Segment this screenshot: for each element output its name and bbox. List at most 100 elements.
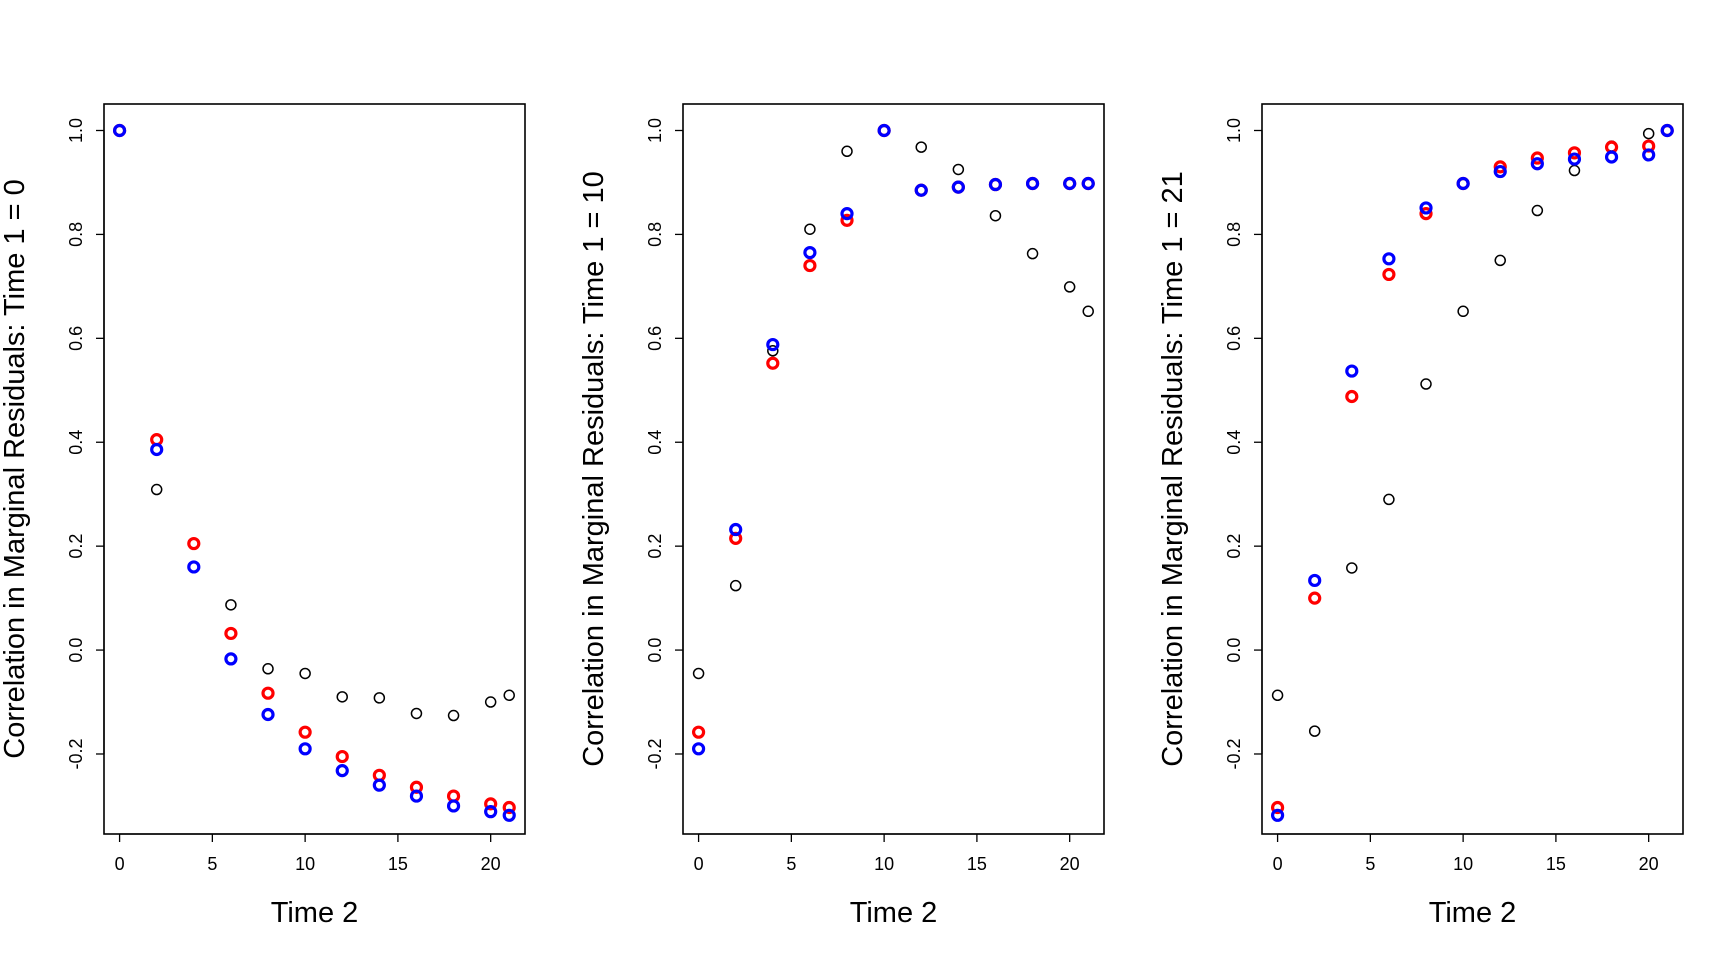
data-point: [729, 579, 742, 592]
series-3: [1270, 123, 1674, 822]
y-tick-label: 0.6: [645, 326, 665, 351]
series-2: [691, 123, 1095, 739]
data-point: [1642, 127, 1655, 140]
x-tick-label: 5: [207, 854, 217, 874]
y-axis-title: Correlation in Marginal Residuals: Time …: [578, 171, 610, 767]
data-point: [1270, 800, 1285, 815]
y-tick-label: 1.0: [645, 118, 665, 143]
data-point: [804, 223, 816, 235]
y-tick-label: 0.2: [1224, 534, 1244, 559]
y-tick-label: 0.0: [1224, 638, 1244, 663]
data-point: [841, 145, 853, 158]
y-tick-label: -0.2: [1224, 738, 1244, 769]
data-point: [1270, 808, 1285, 822]
panel-1: 0 5 10 15 20 -0.2 0.0 0.2 0.4 0.6 0.8 1.0 Time 2 Corr…: [0, 103, 526, 929]
data-point: [1456, 176, 1470, 191]
data-point: [803, 245, 817, 260]
data-point: [1457, 305, 1469, 318]
data-point: [150, 483, 163, 496]
data-point: [502, 808, 516, 822]
data-point: [1531, 204, 1544, 217]
data-point: [150, 442, 164, 457]
y-axis-title: Correlation in Marginal Residuals: Time …: [1157, 171, 1189, 767]
data-point: [1063, 176, 1077, 191]
x-axis-title: Time 2: [1429, 897, 1517, 929]
plot-box: [682, 103, 1105, 835]
data-point: [988, 177, 1003, 192]
data-point: [1420, 378, 1432, 390]
data-point: [1419, 201, 1433, 215]
x-tick-label: 5: [1365, 854, 1375, 874]
y-tick-label: 1.0: [1224, 118, 1244, 143]
y-tick-label: 0.2: [645, 534, 665, 559]
panel-3: 0 5 10 15 20 -0.2 0.0 0.2 0.4 0.6 0.8 1.0 Time 2 Corr…: [1157, 103, 1684, 929]
data-point: [1383, 493, 1395, 506]
data-point: [1345, 389, 1359, 404]
y-tick-label: 0.8: [645, 222, 665, 247]
data-point: [1382, 267, 1396, 282]
y-tick-label: 0.4: [1224, 430, 1244, 455]
data-point: [989, 209, 1002, 222]
data-point: [298, 725, 312, 739]
data-point: [1271, 689, 1284, 702]
y-tick-label: 0.4: [645, 430, 665, 455]
data-point: [225, 599, 237, 611]
y-tick-label: 0.6: [66, 326, 86, 351]
plot-box: [1261, 103, 1684, 835]
data-point: [1308, 725, 1321, 737]
data-point: [1026, 247, 1039, 260]
y-tick-label: 0.2: [66, 534, 86, 559]
y-tick-label: 0.4: [66, 430, 86, 455]
x-tick-label: 10: [295, 854, 315, 874]
data-point: [1081, 176, 1095, 191]
data-point: [952, 163, 965, 176]
data-point: [840, 213, 854, 227]
data-point: [1025, 176, 1040, 191]
data-point: [224, 626, 238, 641]
y-tick-label: 0.0: [645, 638, 665, 663]
plot-box: [103, 103, 526, 835]
data-point: [502, 800, 516, 815]
x-axis-title: Time 2: [271, 897, 359, 929]
data-point: [1345, 364, 1359, 378]
data-point: [373, 692, 386, 704]
data-point: [1063, 281, 1076, 293]
data-point: [766, 337, 780, 352]
data-point: [1567, 152, 1582, 166]
data-point: [484, 696, 497, 708]
series-1: [692, 124, 1094, 680]
data-point: [224, 652, 238, 666]
series-1: [113, 124, 515, 722]
data-point: [1660, 123, 1674, 138]
data-point: [484, 805, 498, 819]
data-point: [409, 789, 424, 803]
data-point: [1530, 151, 1544, 165]
data-point: [261, 707, 275, 722]
data-point: [446, 799, 461, 813]
series-2: [112, 123, 516, 815]
data-point: [1419, 207, 1433, 221]
series-3: [112, 123, 516, 822]
data-point: [261, 686, 275, 700]
data-point: [372, 778, 386, 792]
data-point: [1494, 254, 1506, 267]
data-point: [767, 345, 779, 357]
y-tick-label: -0.2: [66, 738, 86, 769]
data-point: [877, 123, 891, 138]
data-point: [1568, 164, 1581, 177]
series-1: [1271, 124, 1673, 737]
x-tick-label: 20: [1060, 854, 1080, 874]
data-point: [503, 689, 515, 702]
x-tick-label: 15: [388, 854, 408, 874]
data-point: [335, 764, 349, 778]
x-tick-label: 15: [1546, 854, 1566, 874]
data-point: [299, 667, 311, 680]
y-axis-title: Correlation in Marginal Residuals: Time …: [0, 179, 31, 758]
data-point: [335, 749, 349, 764]
data-point: [1493, 164, 1507, 179]
data-point: [1530, 157, 1544, 171]
data-point: [729, 522, 743, 537]
data-point: [951, 180, 965, 194]
data-point: [262, 663, 274, 675]
